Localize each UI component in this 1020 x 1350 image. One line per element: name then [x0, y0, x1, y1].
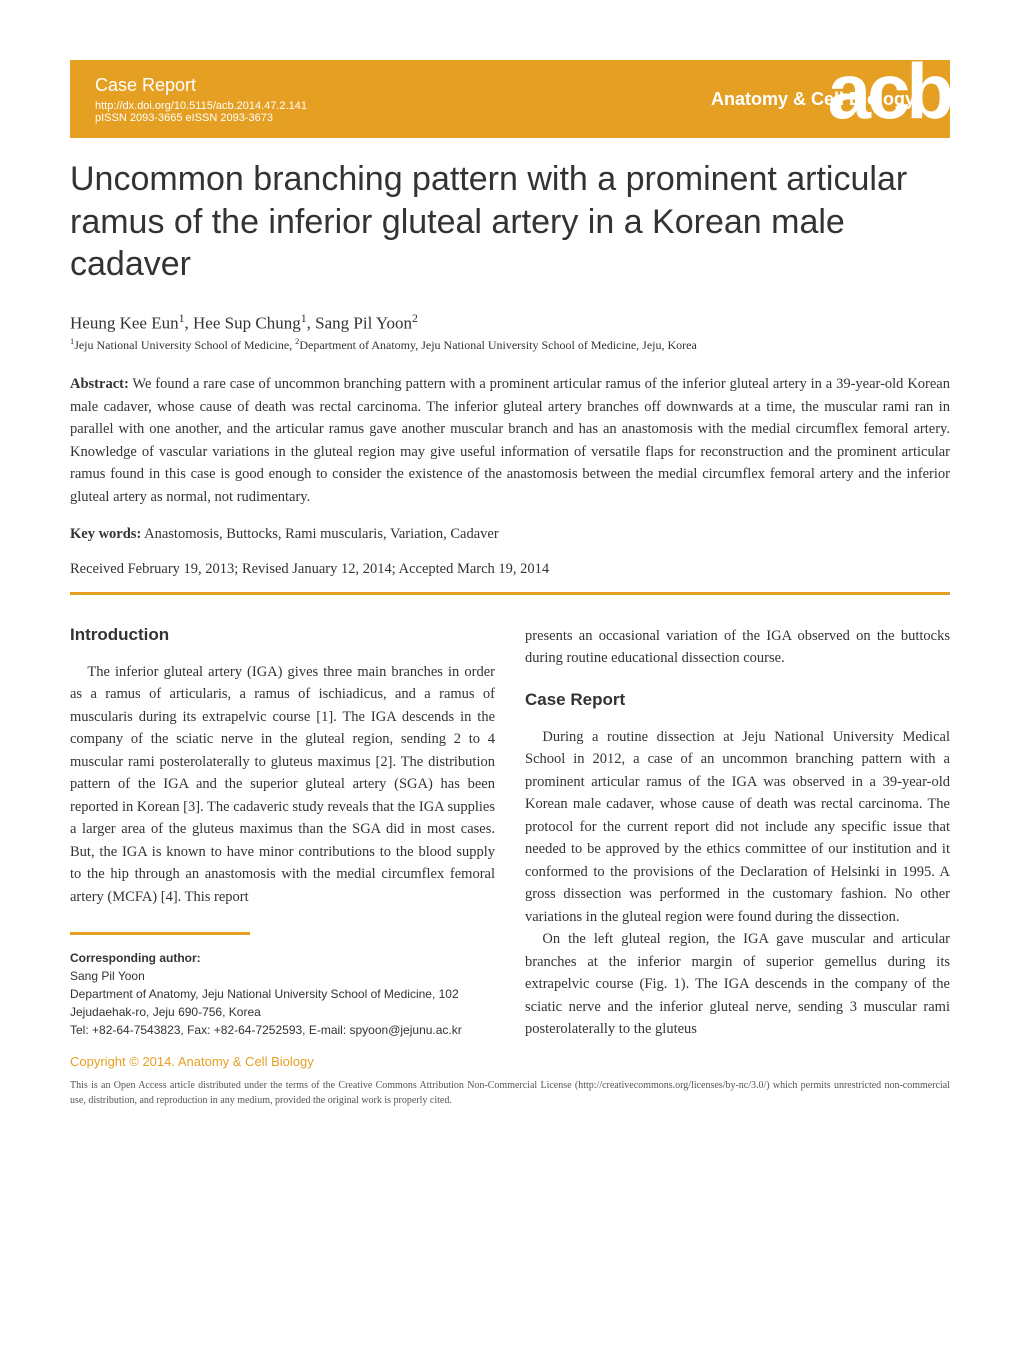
case-report-p2: On the left gluteal region, the IGA gave… — [525, 928, 950, 1040]
affiliations: 1Jeju National University School of Medi… — [70, 337, 950, 353]
article-title: Uncommon branching pattern with a promin… — [70, 158, 950, 286]
license-text: This is an Open Access article distribut… — [70, 1079, 950, 1108]
right-column: presents an occasional variation of the … — [525, 625, 950, 1041]
doi-link[interactable]: http://dx.doi.org/10.5115/acb.2014.47.2.… — [95, 100, 711, 112]
case-report-p1: During a routine dissection at Jeju Nati… — [525, 726, 950, 928]
abstract-label: Abstract: — [70, 376, 129, 392]
authors-list: Heung Kee Eun1, Hee Sup Chung1, Sang Pil… — [70, 311, 950, 334]
case-report-heading: Case Report — [525, 690, 950, 710]
corresponding-divider — [70, 932, 250, 935]
intro-continued: presents an occasional variation of the … — [525, 625, 950, 670]
abstract-block: Abstract: We found a rare case of uncomm… — [70, 373, 950, 508]
issn-text: pISSN 2093-3665 eISSN 2093-3673 — [95, 112, 711, 124]
keywords-label: Key words: — [70, 526, 141, 542]
keywords-block: Key words: Anastomosis, Buttocks, Rami m… — [70, 526, 950, 543]
corresponding-block: Corresponding author: Sang Pil Yoon Depa… — [70, 949, 495, 1039]
journal-logo: acb — [828, 52, 950, 130]
section-divider — [70, 592, 950, 595]
content-columns: Introduction The inferior gluteal artery… — [70, 625, 950, 1041]
header-bar: Case Report http://dx.doi.org/10.5115/ac… — [70, 60, 950, 138]
corresponding-contact: Tel: +82-64-7543823, Fax: +82-64-7252593… — [70, 1021, 495, 1039]
copyright-line: Copyright © 2014. Anatomy & Cell Biology — [70, 1054, 950, 1069]
corresponding-name: Sang Pil Yoon — [70, 967, 495, 985]
introduction-heading: Introduction — [70, 625, 495, 645]
corresponding-dept: Department of Anatomy, Jeju National Uni… — [70, 985, 495, 1021]
page: Case Report http://dx.doi.org/10.5115/ac… — [0, 0, 1020, 1148]
header-left: Case Report http://dx.doi.org/10.5115/ac… — [95, 75, 711, 124]
keywords-text: Anastomosis, Buttocks, Rami muscularis, … — [141, 526, 498, 542]
report-type: Case Report — [95, 75, 711, 96]
dates-line: Received February 19, 2013; Revised Janu… — [70, 561, 950, 578]
left-column: Introduction The inferior gluteal artery… — [70, 625, 495, 1041]
abstract-text: We found a rare case of uncommon branchi… — [70, 376, 950, 504]
introduction-text: The inferior gluteal artery (IGA) gives … — [70, 661, 495, 908]
corresponding-label: Corresponding author: — [70, 949, 495, 967]
